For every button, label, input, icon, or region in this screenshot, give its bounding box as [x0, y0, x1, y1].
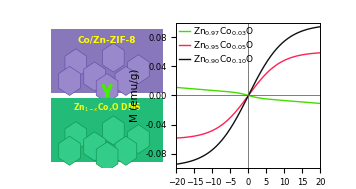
Zn$_{0.95}$Co$_{0.05}$O [318, 52, 323, 54]
Zn$_{0.90}$Co$_{0.10}$O [244, 98, 248, 101]
Legend: Zn$_{0.97}$Co$_{0.03}$O, Zn$_{0.95}$Co$_{0.05}$O, Zn$_{0.90}$Co$_{0.10}$O: Zn$_{0.97}$Co$_{0.03}$O, Zn$_{0.95}$Co$_… [178, 25, 255, 67]
Zn$_{0.90}$Co$_{0.10}$O [241, 106, 245, 108]
Zn$_{0.95}$Co$_{0.05}$O [288, 57, 292, 59]
Y-axis label: M (emu/g): M (emu/g) [130, 69, 140, 122]
Text: Zn$_{1-x}$Co$_x$O DMS: Zn$_{1-x}$Co$_x$O DMS [73, 101, 141, 114]
Zn$_{0.97}$Co$_{0.03}$O [244, 94, 248, 96]
Zn$_{0.97}$Co$_{0.03}$O [241, 93, 245, 95]
Zn$_{0.90}$Co$_{0.10}$O [182, 162, 186, 164]
Zn$_{0.90}$Co$_{0.10}$O [314, 26, 318, 29]
Zn$_{0.97}$Co$_{0.03}$O [174, 86, 179, 89]
Line: Zn$_{0.95}$Co$_{0.05}$O: Zn$_{0.95}$Co$_{0.05}$O [177, 53, 320, 138]
Zn$_{0.90}$Co$_{0.10}$O [314, 26, 318, 29]
Zn$_{0.95}$Co$_{0.05}$O [314, 52, 318, 54]
Zn$_{0.90}$Co$_{0.10}$O [288, 36, 292, 38]
Zn$_{0.90}$Co$_{0.10}$O [318, 26, 323, 28]
FancyBboxPatch shape [51, 98, 163, 162]
Zn$_{0.90}$Co$_{0.10}$O [174, 163, 179, 165]
Zn$_{0.97}$Co$_{0.03}$O [288, 100, 292, 102]
Zn$_{0.95}$Co$_{0.05}$O [314, 52, 318, 54]
FancyBboxPatch shape [51, 29, 163, 93]
Line: Zn$_{0.97}$Co$_{0.03}$O: Zn$_{0.97}$Co$_{0.03}$O [177, 88, 320, 103]
Zn$_{0.97}$Co$_{0.03}$O [314, 102, 318, 104]
Zn$_{0.95}$Co$_{0.05}$O [244, 97, 248, 99]
Zn$_{0.97}$Co$_{0.03}$O [182, 87, 186, 89]
Zn$_{0.95}$Co$_{0.05}$O [182, 136, 186, 139]
Zn$_{0.97}$Co$_{0.03}$O [314, 102, 318, 104]
Zn$_{0.97}$Co$_{0.03}$O [318, 102, 323, 105]
Text: Co/Zn-ZIF-8: Co/Zn-ZIF-8 [78, 36, 136, 45]
Zn$_{0.95}$Co$_{0.05}$O [241, 102, 245, 104]
Zn$_{0.95}$Co$_{0.05}$O [174, 137, 179, 139]
Line: Zn$_{0.90}$Co$_{0.10}$O: Zn$_{0.90}$Co$_{0.10}$O [177, 27, 320, 164]
